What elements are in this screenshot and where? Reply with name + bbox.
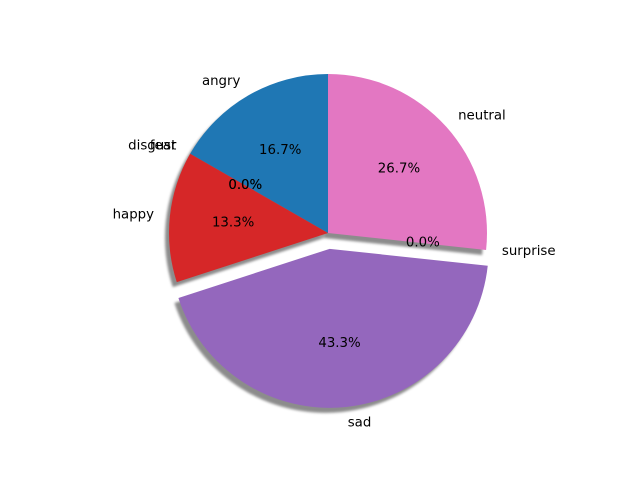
pie-slice-angry: [190, 74, 328, 233]
slice-percent-neutral: 26.7%: [378, 162, 420, 177]
slice-percent-disgust: 0.0%: [228, 178, 262, 193]
slice-label-disgust: disgust: [128, 138, 176, 153]
slice-percent-angry: 16.7%: [259, 143, 301, 158]
slice-percent-fear: 0.0%: [228, 178, 262, 193]
slice-label-neutral: neutral: [458, 109, 506, 124]
slice-percent-sad: 43.3%: [318, 336, 360, 351]
pie-slice-happy: [168, 153, 328, 283]
pie-slice-neutral: [328, 74, 487, 250]
slice-label-fear: fear: [150, 138, 177, 153]
slice-label-angry: angry: [202, 74, 241, 89]
slice-label-sad: sad: [348, 415, 372, 430]
slice-percent-happy: 13.3%: [212, 216, 254, 231]
slice-label-happy: happy: [113, 207, 155, 222]
slice-label-surprise: surprise: [502, 244, 556, 259]
slice-percent-surprise: 0.0%: [406, 236, 440, 251]
pie-slice-sad: [178, 248, 488, 408]
